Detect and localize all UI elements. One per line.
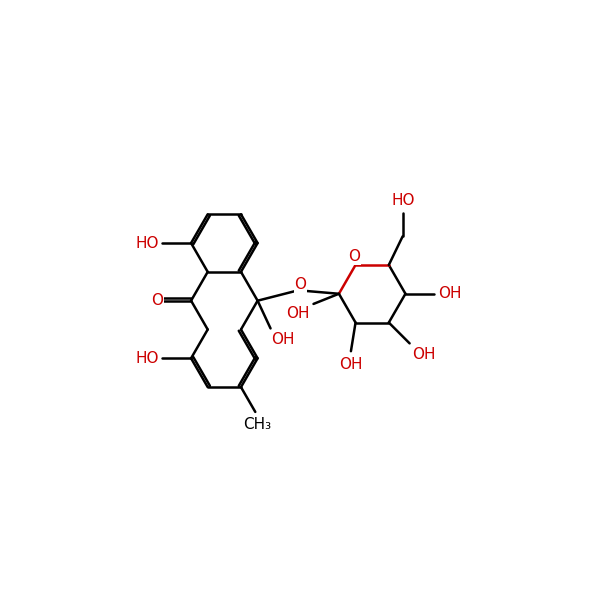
Text: OH: OH	[271, 332, 295, 347]
Text: O: O	[349, 249, 361, 264]
Text: HO: HO	[135, 236, 159, 251]
Text: OH: OH	[438, 286, 461, 301]
Text: OH: OH	[339, 357, 362, 372]
Text: O: O	[295, 277, 307, 292]
Text: CH₃: CH₃	[244, 416, 272, 431]
Text: OH: OH	[286, 306, 310, 321]
Text: OH: OH	[412, 347, 436, 362]
Text: HO: HO	[135, 351, 159, 366]
Text: O: O	[151, 293, 163, 308]
Text: HO: HO	[392, 193, 415, 208]
